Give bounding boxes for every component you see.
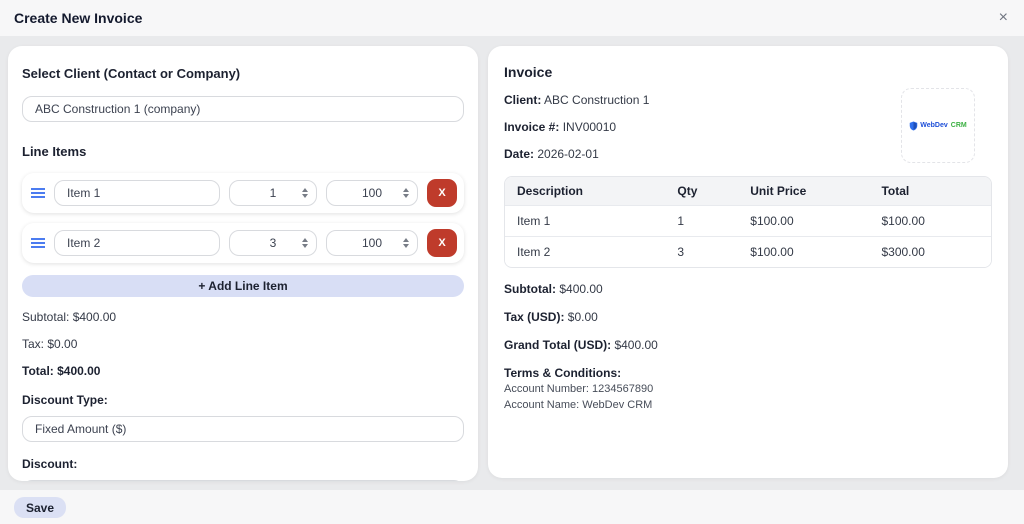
item-qty-stepper[interactable]: 3 (229, 230, 317, 256)
cell-qty: 3 (665, 236, 739, 267)
company-logo-box: WebDev CRM (901, 88, 975, 163)
item-price-stepper[interactable]: 100 (326, 180, 418, 206)
cell-total: $100.00 (869, 205, 991, 236)
preview-subtotal-value: $400.00 (559, 282, 603, 296)
drag-handle-icon[interactable] (31, 188, 45, 198)
preview-client-label: Client: (504, 93, 542, 107)
logo-text-webdev: WebDev (920, 122, 948, 129)
preview-invoice-no-line: Invoice #: INV00010 (504, 120, 992, 134)
stepper-arrows-icon[interactable] (302, 238, 308, 248)
line-items-label: Line Items (22, 144, 87, 159)
invoice-items-table: Description Qty Unit Price Total Item 1 … (504, 176, 992, 268)
preview-tax-line: Tax (USD): $0.00 (504, 310, 992, 324)
preview-tax-value: $0.00 (567, 310, 598, 324)
save-button[interactable]: Save (14, 497, 67, 518)
modal-header: Create New Invoice × (0, 0, 1024, 36)
cell-total: $300.00 (869, 236, 991, 267)
preview-subtotal-line: Subtotal: $400.00 (504, 282, 992, 296)
close-icon[interactable]: × (998, 9, 1008, 26)
cell-description: Item 1 (505, 205, 666, 236)
terms-account-number: Account Number: 1234567890 (504, 383, 654, 395)
logo-text-crm: CRM (950, 122, 967, 129)
discount-type-select[interactable]: Fixed Amount ($) (22, 416, 464, 442)
preview-grand-total-label: Grand Total (USD): (504, 338, 612, 352)
item-name-input[interactable] (54, 230, 220, 256)
preview-date-value: 2026-02-01 (537, 147, 599, 161)
item-name-input[interactable] (54, 180, 220, 206)
stepper-arrows-icon[interactable] (403, 238, 409, 248)
item-qty-stepper[interactable]: 1 (229, 180, 317, 206)
discount-type-label: Discount Type: (22, 393, 108, 407)
delete-line-item-button[interactable]: X (427, 179, 457, 207)
item-qty-value: 1 (269, 186, 277, 200)
tax-text: Tax: $0.00 (22, 337, 78, 351)
cell-qty: 1 (665, 205, 739, 236)
table-row: Item 1 1 $100.00 $100.00 (505, 205, 991, 236)
invoice-preview-title: Invoice (504, 64, 553, 80)
cell-description: Item 2 (505, 236, 666, 267)
client-input[interactable] (22, 96, 464, 122)
preview-subtotal-label: Subtotal: (504, 282, 556, 296)
col-header-unit-price: Unit Price (738, 177, 870, 205)
terms-account-name: Account Name: WebDev CRM (504, 399, 653, 411)
preview-invoice-no-value: INV00010 (562, 120, 617, 134)
table-header-row: Description Qty Unit Price Total (505, 177, 991, 205)
stepper-arrows-icon[interactable] (403, 188, 409, 198)
preview-grand-total-value: $400.00 (614, 338, 658, 352)
delete-line-item-button[interactable]: X (427, 229, 457, 257)
col-header-description: Description (505, 177, 666, 205)
col-header-qty: Qty (665, 177, 739, 205)
stepper-arrows-icon[interactable] (302, 188, 308, 198)
invoice-form-panel: Select Client (Contact or Company) Line … (8, 46, 478, 481)
shield-logo-icon (910, 121, 918, 130)
subtotal-text: Subtotal: $400.00 (22, 310, 117, 324)
total-text: Total: $400.00 (22, 364, 101, 378)
add-line-item-button[interactable]: + Add Line Item (22, 275, 464, 297)
line-item-row: 3 100 X (22, 223, 464, 263)
preview-client-line: Client: ABC Construction 1 (504, 93, 992, 107)
preview-invoice-no-label: Invoice #: (504, 120, 560, 134)
terms-label: Terms & Conditions: (504, 366, 622, 380)
line-item-row: 1 100 X (22, 173, 464, 213)
preview-date-line: Date: 2026-02-01 (504, 147, 992, 161)
company-logo: WebDev CRM (909, 121, 967, 131)
item-qty-value: 3 (269, 236, 277, 250)
drag-handle-icon[interactable] (31, 238, 45, 248)
preview-tax-label: Tax (USD): (504, 310, 565, 324)
preview-date-label: Date: (504, 147, 535, 161)
discount-input[interactable]: 0 (22, 480, 464, 481)
item-price-stepper[interactable]: 100 (326, 230, 418, 256)
item-price-value: 100 (361, 236, 383, 250)
discount-label: Discount: (22, 457, 78, 471)
preview-grand-total-line: Grand Total (USD): $400.00 (504, 338, 992, 352)
preview-client-value: ABC Construction 1 (544, 93, 650, 107)
item-price-value: 100 (361, 186, 383, 200)
table-row: Item 2 3 $100.00 $300.00 (505, 236, 991, 267)
discount-type-value: Fixed Amount ($) (35, 422, 127, 436)
terms-block: Terms & Conditions: Account Number: 1234… (504, 366, 992, 412)
col-header-total: Total (869, 177, 991, 205)
invoice-preview-panel: Invoice WebDev CRM Client: ABC Construct… (488, 46, 1008, 478)
select-client-label: Select Client (Contact or Company) (22, 66, 241, 81)
cell-unit-price: $100.00 (738, 236, 870, 267)
page-title: Create New Invoice (14, 10, 143, 26)
cell-unit-price: $100.00 (738, 205, 870, 236)
